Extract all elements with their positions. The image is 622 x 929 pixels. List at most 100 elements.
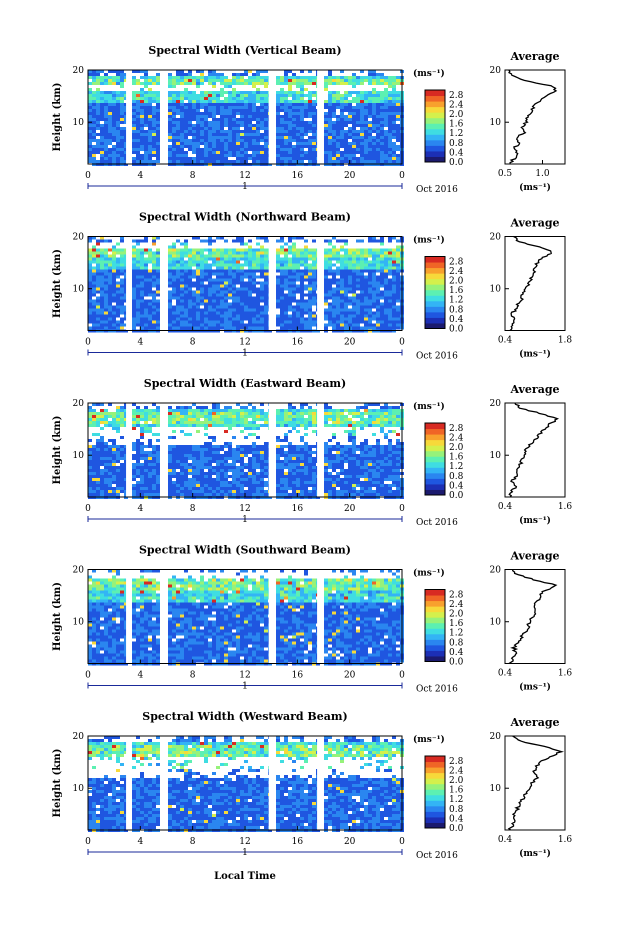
heatmap-cell [348, 281, 352, 285]
heatmap-cell [280, 109, 284, 112]
heatmap-cell [300, 127, 304, 130]
heatmap-cell [236, 112, 240, 115]
heatmap-cell [256, 148, 260, 151]
heatmap-cell [368, 299, 372, 303]
heatmap-cell [104, 118, 108, 121]
heatmap-cell [284, 299, 288, 303]
heatmap-cell [252, 323, 256, 327]
heatmap-cell [96, 73, 100, 76]
heatmap-cell [368, 154, 372, 157]
heatmap-cell [204, 142, 208, 145]
heatmap-cell [100, 151, 104, 154]
heatmap-cell [384, 251, 388, 255]
heatmap-cell [340, 133, 344, 136]
heatmap-cell [376, 151, 380, 154]
heatmap-cell [92, 260, 96, 264]
heatmap-cell [136, 266, 140, 270]
heatmap-cell [236, 103, 240, 106]
heatmap-cell [200, 142, 204, 145]
heatmap-cell [396, 287, 400, 291]
heatmap-cell [288, 275, 292, 279]
heatmap-cell [132, 245, 136, 249]
heatmap-cell [344, 320, 348, 324]
heatmap-cell [112, 82, 116, 85]
heatmap-cell [348, 311, 352, 315]
heatmap-cell [200, 284, 204, 288]
heatmap-cell [356, 323, 360, 327]
heatmap-cell [148, 100, 152, 103]
heatmap-cell [228, 323, 232, 327]
heatmap-cell [132, 290, 136, 294]
heatmap-cell [212, 317, 216, 321]
heatmap-cell [232, 148, 236, 151]
heatmap-cell [328, 260, 332, 264]
heatmap-cell [360, 82, 364, 85]
heatmap-cell [380, 251, 384, 255]
heatmap-cell [356, 79, 360, 82]
heatmap-cell [92, 305, 96, 309]
heatmap-cell [100, 293, 104, 297]
heatmap-cell [364, 154, 368, 157]
heatmap-cell [180, 421, 184, 424]
heatmap-cell [88, 406, 92, 409]
heatmap-cell [296, 287, 300, 291]
heatmap-cell [196, 269, 200, 273]
heatmap-cell [280, 290, 284, 294]
heatmap-cell [200, 281, 204, 285]
heatmap-cell [388, 418, 392, 421]
average-y-tick-label: 10 [490, 118, 502, 128]
heatmap-cell [124, 142, 128, 145]
heatmap-cell [276, 439, 280, 442]
heatmap-cell [172, 323, 176, 327]
heatmap-cell [228, 79, 232, 82]
heatmap-cell [292, 284, 296, 288]
heatmap-cell [256, 236, 260, 240]
heatmap-cell [224, 239, 228, 243]
heatmap-cell [280, 139, 284, 142]
heatmap-cell [156, 406, 160, 409]
heatmap-cell [360, 127, 364, 130]
heatmap-cell [288, 308, 292, 312]
heatmap-cell [156, 326, 160, 330]
heatmap-cell [176, 154, 180, 157]
heatmap-cell [256, 311, 260, 315]
heatmap-cell [372, 157, 376, 160]
heatmap-cell [236, 263, 240, 267]
heatmap-cell [136, 272, 140, 276]
heatmap-cell [200, 299, 204, 303]
heatmap-cell [216, 130, 220, 133]
heatmap-cell [356, 326, 360, 330]
heatmap-cell [172, 112, 176, 115]
heatmap-cell [260, 284, 264, 288]
heatmap-cell [280, 281, 284, 285]
heatmap-cell [180, 136, 184, 139]
heatmap-cell [380, 314, 384, 318]
heatmap-cell [196, 281, 200, 285]
heatmap-cell [188, 97, 192, 100]
heatmap-cell [264, 317, 268, 321]
heatmap-cell [324, 151, 328, 154]
heatmap-cell [192, 290, 196, 294]
heatmap-cell [136, 424, 140, 427]
heatmap-cell [384, 97, 388, 100]
heatmap-cell [264, 127, 268, 130]
heatmap-cell [300, 130, 304, 133]
heatmap-cell [256, 418, 260, 421]
heatmap-cell [240, 91, 244, 94]
x-tick-label: 0 [399, 338, 405, 348]
heatmap-cell [184, 293, 188, 297]
heatmap-cell [136, 415, 140, 418]
heatmap-cell [388, 100, 392, 103]
heatmap-cell [396, 418, 400, 421]
heatmap-cell [248, 287, 252, 291]
heatmap-cell [188, 287, 192, 291]
heatmap-cell [392, 109, 396, 112]
heatmap-cell [368, 151, 372, 154]
heatmap-cell [180, 127, 184, 130]
heatmap-cell [192, 112, 196, 115]
heatmap-cell [244, 436, 248, 439]
heatmap-cell [244, 305, 248, 309]
heatmap-cell [284, 94, 288, 97]
heatmap-cell [252, 296, 256, 300]
heatmap-cell [132, 424, 136, 427]
